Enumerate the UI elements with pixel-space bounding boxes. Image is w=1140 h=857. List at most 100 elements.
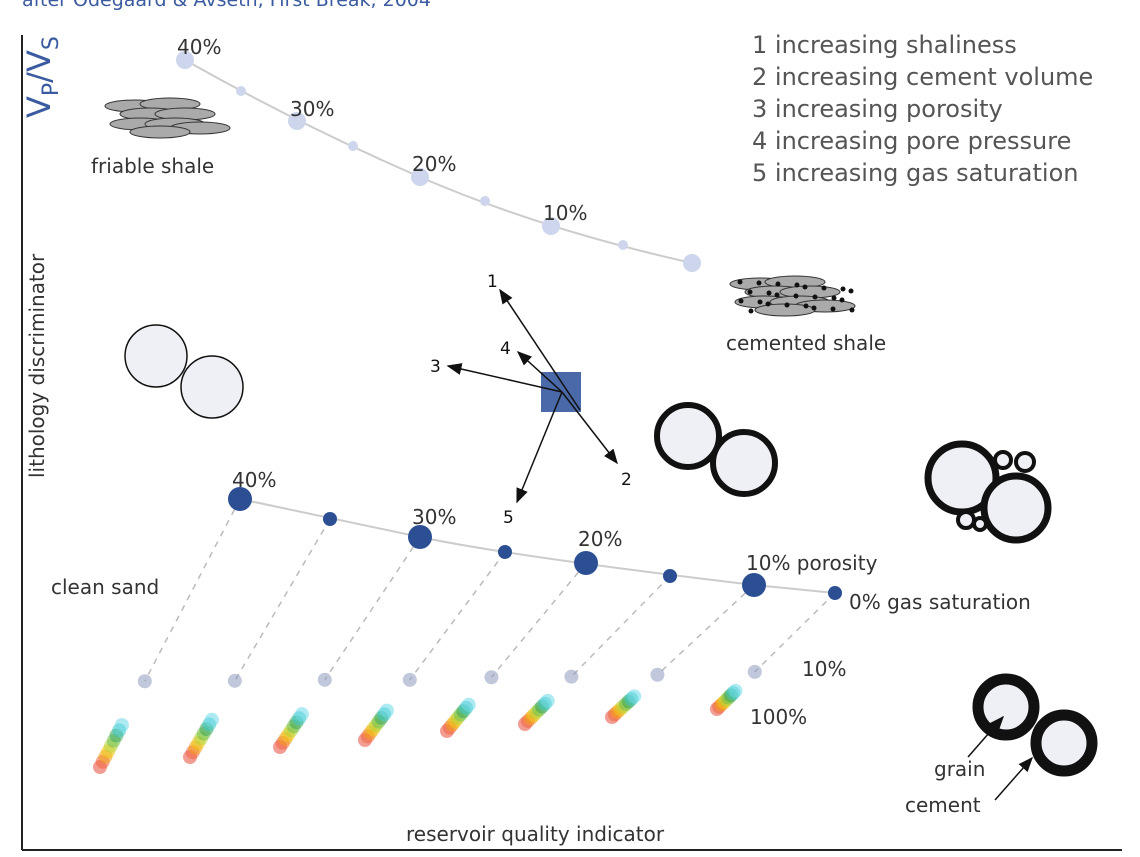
shale-point	[236, 86, 246, 96]
cement-dot	[848, 288, 854, 294]
clay	[956, 510, 976, 530]
clay	[993, 450, 1013, 470]
cement-dot	[748, 308, 754, 314]
y-label: lithology discriminator	[25, 253, 49, 478]
sand-point	[323, 512, 337, 526]
clay	[1014, 451, 1036, 473]
sand-point	[663, 569, 677, 583]
saturation-point	[402, 672, 417, 687]
cement-dot	[774, 292, 780, 298]
saturation-label: 10%	[802, 657, 846, 681]
cement-dot	[747, 289, 753, 295]
v: /V	[20, 50, 58, 83]
cement-dot	[839, 297, 845, 303]
saturation-label: 100%	[750, 705, 807, 729]
arrow-label: 1	[487, 272, 498, 292]
shale-point	[683, 254, 701, 272]
saturation-point	[204, 712, 219, 727]
saturation-point	[227, 673, 242, 688]
saturation-point	[627, 689, 642, 704]
cement-dot	[831, 295, 837, 301]
shale-point	[480, 196, 490, 206]
porosity-label: 40%	[177, 35, 221, 59]
pointer	[994, 756, 1033, 801]
shale-flake	[129, 125, 191, 139]
sand-point	[228, 487, 252, 511]
sub: P	[39, 83, 64, 96]
legend-item: 4 increasing pore pressure	[752, 127, 1071, 155]
sand-trend	[239, 498, 836, 594]
saturation-point	[137, 674, 152, 689]
saturation-point	[747, 664, 762, 679]
cemented-label: cemented shale	[726, 331, 886, 355]
gas-label: 0% gas saturation	[849, 590, 1031, 614]
arrows	[446, 288, 618, 504]
clean-sand-label: clean sand	[51, 575, 159, 599]
sand-point	[574, 551, 598, 575]
saturation-point	[650, 667, 665, 682]
saturation-point	[379, 703, 394, 718]
shale-point	[411, 168, 429, 186]
arrow-label: 2	[621, 470, 632, 490]
porosity-label: 10% porosity	[746, 551, 878, 575]
gas-path	[144, 498, 241, 682]
shale-point	[176, 51, 194, 69]
y-ratio: VP/VS	[20, 36, 64, 118]
cement-dot	[775, 281, 781, 287]
legend-item: 2 increasing cement volume	[752, 63, 1093, 91]
grain	[124, 324, 188, 388]
cement-dot	[766, 290, 772, 296]
cement-dot	[803, 303, 809, 309]
porosity-label: 10%	[543, 201, 587, 225]
sub: S	[39, 36, 64, 50]
cement-dot	[849, 307, 855, 313]
saturation-point	[484, 670, 499, 685]
saturation-point	[540, 693, 555, 708]
credit: after Odegaard & Avseth, First Break, 20…	[22, 0, 431, 11]
saturation-point	[317, 672, 332, 687]
legend-item: 1 increasing shaliness	[752, 31, 1017, 59]
porosity-label: 20%	[578, 527, 622, 551]
gas-path	[324, 536, 421, 681]
v: V	[20, 96, 58, 118]
sand-point	[408, 525, 432, 549]
saturation-point	[294, 707, 309, 722]
x-label: reservoir quality indicator	[406, 822, 665, 846]
cement-dot	[794, 282, 800, 288]
grain	[654, 402, 722, 470]
cement-dot	[756, 280, 762, 286]
shale-point	[542, 217, 560, 235]
friable-label: friable shale	[91, 154, 214, 178]
cement-dot	[821, 285, 827, 291]
gas-path	[234, 518, 331, 682]
shale-point	[618, 240, 628, 250]
gas-path	[656, 584, 755, 676]
arrow	[516, 350, 563, 393]
cement-dot	[784, 302, 790, 308]
pointer	[967, 715, 1004, 758]
grain	[1030, 709, 1098, 777]
grain	[710, 429, 778, 497]
arrow	[516, 391, 563, 504]
sand-point	[742, 573, 766, 597]
sand-point	[498, 545, 512, 559]
legend: 1 increasing shaliness 2 increasing ceme…	[752, 31, 1093, 187]
cement-dot	[757, 299, 763, 305]
arrow	[561, 391, 618, 465]
grain-packs	[124, 324, 1098, 777]
saturation-point	[564, 669, 579, 684]
cement-dot	[793, 293, 799, 299]
cement-dot	[830, 306, 836, 312]
cement-dot	[737, 279, 743, 285]
grain-label: grain	[934, 757, 985, 781]
shale-point	[288, 112, 306, 130]
saturation-point	[461, 697, 476, 712]
arrow	[446, 363, 563, 393]
gas-path	[409, 551, 506, 681]
arrow-label: 5	[503, 508, 514, 528]
gas-path	[570, 575, 671, 678]
cement-label: cement	[905, 793, 981, 817]
sand-point	[828, 586, 842, 600]
grain	[980, 472, 1052, 544]
